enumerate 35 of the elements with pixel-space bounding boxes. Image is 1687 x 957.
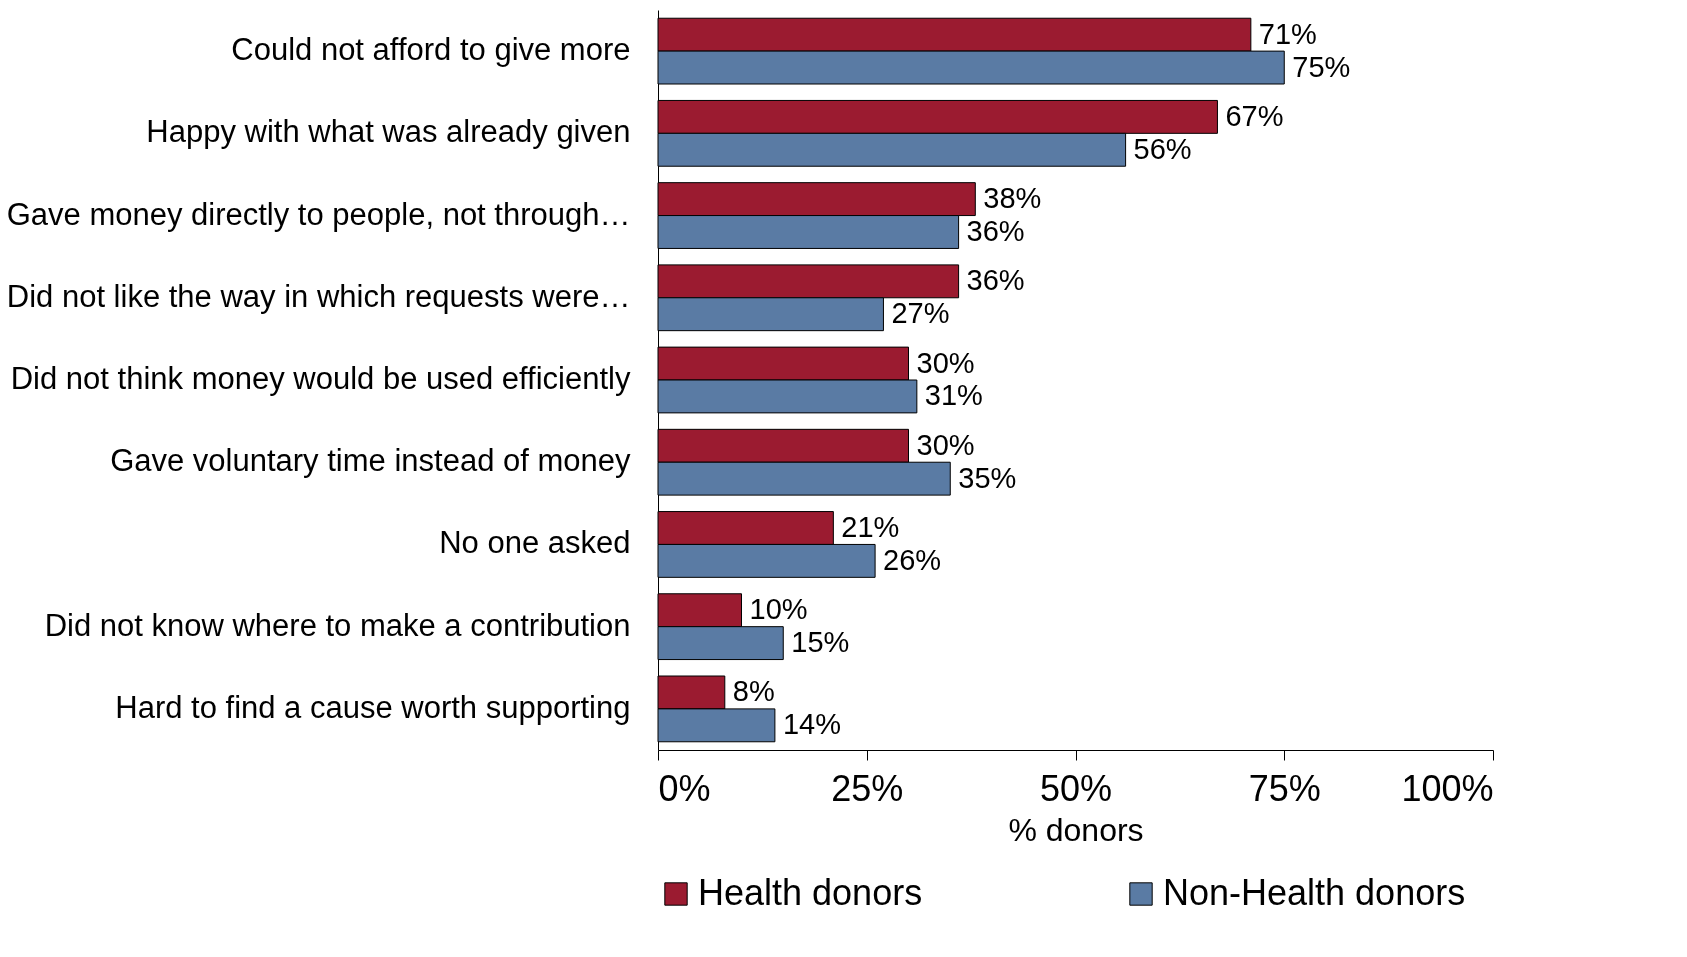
data-label: 15% xyxy=(791,626,850,659)
data-label: 26% xyxy=(883,543,942,576)
data-label: 36% xyxy=(966,215,1025,247)
x-tick-label: 0% xyxy=(658,767,711,809)
data-label: 75% xyxy=(1292,50,1351,83)
data-label: 30% xyxy=(916,346,975,379)
data-label: 36% xyxy=(966,264,1025,297)
x-tick-label: 50% xyxy=(1039,767,1113,809)
y-tick-label: Did not like the way in which requests were… xyxy=(6,278,631,314)
data-label: 38% xyxy=(983,182,1042,215)
y-tick-label: No one asked xyxy=(439,525,631,561)
y-tick-label: Did not know where to make a contribution xyxy=(44,607,631,643)
data-label: 56% xyxy=(1133,132,1192,165)
y-tick-label: Did not think money would be used efficiently xyxy=(10,361,631,396)
legend-label: Non-Health donors xyxy=(1163,872,1466,913)
legend-label: Health donors xyxy=(698,872,923,913)
data-label: 14% xyxy=(782,708,841,741)
data-label: 67% xyxy=(1225,99,1284,132)
x-tick-label: 25% xyxy=(831,767,904,809)
data-label: 30% xyxy=(916,428,975,461)
data-label: 27% xyxy=(891,297,950,330)
data-label: 10% xyxy=(749,593,808,626)
x-axis-title: % donors xyxy=(1008,811,1144,848)
data-label: 21% xyxy=(841,511,900,543)
y-tick-label: Gave voluntary time instead of money xyxy=(110,443,631,479)
data-label: 8% xyxy=(732,675,775,708)
data-label: 71% xyxy=(1258,17,1317,50)
y-tick-label: Hard to find a cause worth supporting xyxy=(115,689,631,725)
y-tick-label: Gave money directly to people, not through… xyxy=(6,196,631,232)
data-label: 35% xyxy=(958,461,1017,494)
y-tick-label: Happy with what was already given xyxy=(146,114,631,150)
y-tick-label: Could not afford to give more xyxy=(231,32,631,68)
x-tick-label: 100% xyxy=(1401,767,1494,809)
data-label: 31% xyxy=(924,379,983,412)
x-tick-label: 75% xyxy=(1248,767,1321,809)
